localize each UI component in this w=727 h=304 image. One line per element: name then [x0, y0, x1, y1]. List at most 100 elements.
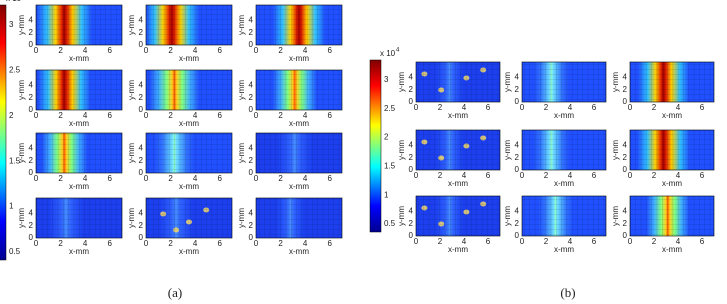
y-tick-label: 4: [29, 209, 34, 218]
y-axis-label: y-mm: [127, 143, 136, 163]
x-axis-label: x-mm: [554, 111, 574, 120]
x-axis-label: x-mm: [662, 179, 682, 188]
y-tick-label: 4: [139, 16, 144, 25]
x-tick-label: 6: [107, 111, 112, 120]
y-tick-label: 2: [139, 28, 144, 37]
colorbar-tick-label: 2.5: [384, 104, 396, 113]
x-tick-label: 2: [652, 103, 657, 112]
y-tick-label: 0: [409, 97, 414, 106]
x-tick-label: 0: [628, 171, 633, 180]
x-tick-label: 2: [278, 239, 283, 248]
grid: [255, 69, 343, 111]
colorbar-tick-label: 1.5: [9, 156, 21, 165]
x-axis-label: x-mm: [289, 182, 309, 191]
y-axis-label: y-mm: [503, 72, 512, 92]
x-tick-label: 6: [700, 237, 705, 246]
x-tick-label: 4: [303, 239, 308, 248]
y-axis-label: y-mm: [127, 80, 136, 100]
y-tick-label: 2: [139, 93, 144, 102]
y-tick-label: 4: [249, 16, 254, 25]
x-tick-label: 2: [168, 174, 173, 183]
y-axis-label: y-mm: [17, 15, 26, 35]
y-axis-label: y-mm: [17, 80, 26, 100]
x-tick-label: 6: [217, 239, 222, 248]
x-tick-label: 6: [107, 239, 112, 248]
x-tick-label: 2: [438, 103, 443, 112]
x-axis-label: x-mm: [662, 245, 682, 254]
y-axis-label: y-mm: [611, 206, 620, 226]
grid: [415, 195, 501, 237]
x-axis-label: x-mm: [448, 245, 468, 254]
y-tick-label: 2: [515, 85, 520, 94]
x-axis-label: x-mm: [69, 182, 89, 191]
y-tick-label: 0: [409, 231, 414, 240]
y-tick-label: 4: [623, 73, 628, 82]
y-tick-label: 0: [139, 40, 144, 49]
y-tick-label: 2: [515, 153, 520, 162]
y-tick-label: 2: [249, 28, 254, 37]
colorbar-tick-label: 1: [384, 190, 389, 199]
grid: [629, 61, 715, 103]
x-tick-label: 6: [592, 171, 597, 180]
x-tick-label: 0: [254, 111, 259, 120]
grid: [35, 197, 123, 239]
y-tick-label: 0: [139, 168, 144, 177]
x-tick-label: 6: [592, 237, 597, 246]
colorbar-exponent: 4: [396, 48, 400, 54]
x-tick-label: 2: [58, 239, 63, 248]
y-axis-label: y-mm: [397, 206, 406, 226]
x-axis-label: x-mm: [179, 119, 199, 128]
x-axis-label: x-mm: [179, 247, 199, 256]
x-tick-label: 0: [414, 237, 419, 246]
x-tick-label: 4: [568, 237, 573, 246]
y-tick-label: 4: [623, 207, 628, 216]
x-tick-label: 0: [144, 239, 149, 248]
y-axis-label: y-mm: [237, 80, 246, 100]
y-tick-label: 0: [515, 97, 520, 106]
x-tick-label: 0: [34, 174, 39, 183]
x-axis-label: x-mm: [448, 111, 468, 120]
grid: [255, 197, 343, 239]
grid: [521, 129, 607, 171]
y-tick-label: 0: [249, 168, 254, 177]
grid: [521, 195, 607, 237]
y-tick-label: 4: [249, 144, 254, 153]
x-tick-label: 2: [168, 46, 173, 55]
grid: [145, 132, 233, 174]
y-tick-label: 0: [139, 233, 144, 242]
x-tick-label: 4: [83, 239, 88, 248]
x-tick-label: 0: [520, 171, 525, 180]
x-tick-label: 4: [303, 111, 308, 120]
y-tick-label: 4: [249, 81, 254, 90]
x-tick-label: 2: [278, 111, 283, 120]
y-tick-label: 0: [29, 168, 34, 177]
x-tick-label: 0: [34, 111, 39, 120]
y-tick-label: 2: [29, 221, 34, 230]
y-tick-label: 2: [29, 93, 34, 102]
y-tick-label: 0: [623, 231, 628, 240]
y-axis-label: y-mm: [17, 143, 26, 163]
x-tick-label: 4: [676, 237, 681, 246]
x-tick-label: 6: [327, 239, 332, 248]
x-tick-label: 4: [676, 103, 681, 112]
grid: [35, 69, 123, 111]
y-axis-label: y-mm: [237, 15, 246, 35]
y-axis-label: y-mm: [237, 143, 246, 163]
grid: [415, 129, 501, 171]
colorbar-tick-label: 0.5: [384, 219, 396, 228]
colorbar-tick-label: 2.5: [9, 66, 21, 75]
y-tick-label: 0: [29, 40, 34, 49]
x-axis-label: x-mm: [69, 54, 89, 63]
y-tick-label: 0: [249, 233, 254, 242]
y-tick-label: 0: [139, 105, 144, 114]
y-tick-label: 4: [623, 141, 628, 150]
x-tick-label: 6: [700, 103, 705, 112]
y-tick-label: 2: [409, 85, 414, 94]
y-tick-label: 0: [249, 105, 254, 114]
x-tick-label: 6: [217, 111, 222, 120]
x-tick-label: 4: [193, 239, 198, 248]
grid: [255, 132, 343, 174]
x-tick-label: 4: [193, 174, 198, 183]
x-tick-label: 4: [83, 46, 88, 55]
